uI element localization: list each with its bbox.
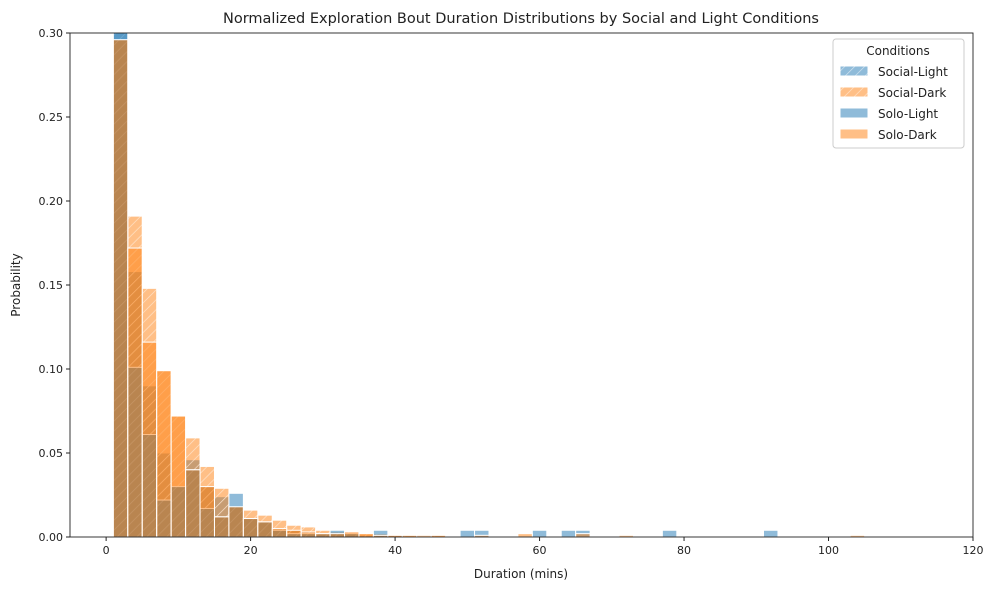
y-tick-label: 0.10 bbox=[39, 363, 64, 376]
chart-title: Normalized Exploration Bout Duration Dis… bbox=[223, 11, 819, 27]
y-tick-label: 0.30 bbox=[39, 27, 64, 40]
bar bbox=[185, 469, 201, 537]
legend-item: Solo-Dark bbox=[839, 128, 937, 142]
bar bbox=[474, 529, 490, 537]
bar bbox=[575, 533, 591, 537]
bar bbox=[286, 529, 302, 537]
legend-swatch bbox=[839, 128, 869, 140]
bar bbox=[661, 529, 678, 537]
series-solo-light bbox=[112, 33, 779, 537]
bar bbox=[849, 534, 866, 537]
bar bbox=[271, 528, 288, 537]
bar bbox=[344, 531, 360, 537]
legend-swatch-hatch bbox=[840, 66, 868, 76]
bar bbox=[127, 247, 143, 537]
x-tick-label: 80 bbox=[677, 544, 691, 557]
bar bbox=[430, 534, 447, 537]
y-tick-label: 0.15 bbox=[39, 279, 64, 292]
y-tick-label: 0.00 bbox=[39, 531, 64, 544]
bar bbox=[474, 534, 490, 537]
series-solo-dark bbox=[112, 39, 866, 537]
legend-swatch bbox=[839, 107, 869, 119]
bar bbox=[358, 533, 374, 537]
bar bbox=[531, 529, 548, 537]
legend-swatch-hatch bbox=[840, 87, 868, 97]
bar bbox=[257, 521, 273, 537]
bar bbox=[112, 39, 129, 537]
bar bbox=[315, 533, 331, 537]
bar bbox=[156, 370, 172, 537]
bar bbox=[517, 533, 533, 537]
x-tick-label: 60 bbox=[533, 544, 547, 557]
legend: Conditions Social-Light Social-Dark Solo-L… bbox=[832, 38, 965, 149]
legend-label: Solo-Dark bbox=[878, 128, 937, 142]
x-axis-label: Duration (mins) bbox=[474, 567, 568, 581]
y-axis-label: Probability bbox=[9, 253, 23, 316]
y-tick-label: 0.20 bbox=[39, 195, 64, 208]
y-tick-label: 0.25 bbox=[39, 111, 64, 124]
bar bbox=[242, 518, 259, 537]
legend-item: Social-Dark bbox=[839, 86, 946, 100]
bar bbox=[560, 529, 577, 537]
legend-title: Conditions bbox=[866, 44, 930, 58]
bar bbox=[228, 506, 244, 537]
bar bbox=[213, 516, 230, 537]
bar bbox=[459, 529, 476, 537]
x-tick-label: 40 bbox=[388, 544, 402, 557]
bar bbox=[763, 529, 779, 537]
bar bbox=[170, 415, 187, 537]
legend-item: Solo-Light bbox=[839, 107, 938, 121]
x-tick-label: 20 bbox=[244, 544, 258, 557]
y-tick-label: 0.05 bbox=[39, 447, 64, 460]
bar bbox=[141, 341, 158, 537]
legend-label: Social-Light bbox=[878, 65, 948, 79]
x-tick-label: 100 bbox=[818, 544, 839, 557]
bar bbox=[329, 533, 346, 537]
legend-label: Solo-Light bbox=[878, 107, 938, 121]
x-tick-label: 120 bbox=[963, 544, 984, 557]
legend-item: Social-Light bbox=[839, 65, 948, 79]
bar bbox=[300, 531, 317, 537]
bar bbox=[199, 486, 215, 537]
x-tick-label: 0 bbox=[103, 544, 110, 557]
bar bbox=[618, 534, 634, 537]
legend-label: Social-Dark bbox=[878, 86, 946, 100]
